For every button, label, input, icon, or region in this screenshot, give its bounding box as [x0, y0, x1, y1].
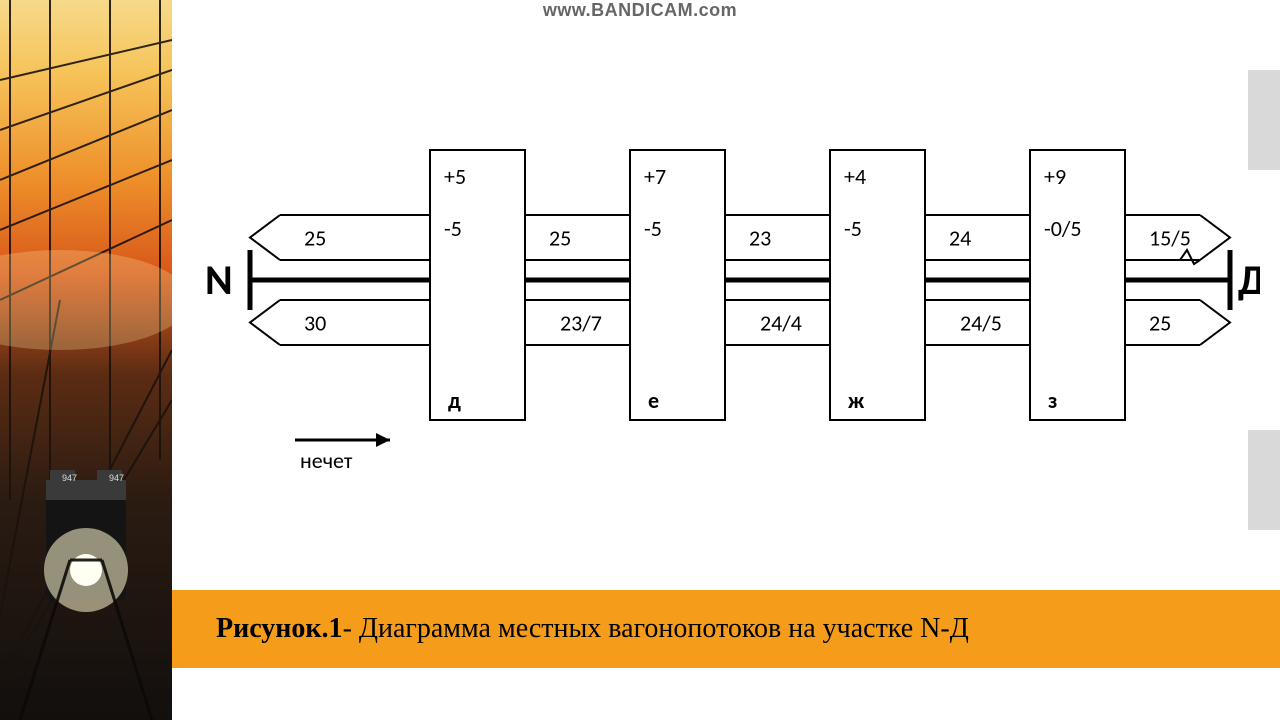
svg-text:24/4: 24/4 — [760, 310, 802, 337]
left-photo-panel: 947 947 — [0, 0, 172, 720]
svg-text:-5: -5 — [844, 215, 862, 242]
caption-text: - Диаграмма местных вагонопотоков на уча… — [343, 613, 969, 645]
svg-text:947: 947 — [109, 473, 124, 483]
svg-text:24/5: 24/5 — [960, 310, 1002, 337]
svg-text:30: 30 — [304, 310, 326, 337]
wagon-flow-diagram: +5 -5 д +7 -5 е +4 -5 ж +9 -0/5 з 25 25 23 24 15/5 30 23/7… — [200, 110, 1260, 530]
caption-figure-number: Рисунок.1 — [216, 613, 343, 645]
svg-text:-0/5: -0/5 — [1044, 215, 1082, 242]
svg-text:25: 25 — [549, 225, 571, 252]
caption-bar: Рисунок.1 - Диаграмма местных вагонопото… — [172, 590, 1280, 668]
svg-text:Д: Д — [1238, 255, 1260, 306]
svg-text:нечет: нечет — [300, 447, 353, 474]
svg-text:+5: +5 — [444, 163, 466, 190]
svg-text:947: 947 — [62, 473, 77, 483]
svg-text:+9: +9 — [1044, 163, 1066, 190]
svg-text:ж: ж — [848, 387, 865, 414]
svg-text:д: д — [448, 387, 461, 414]
svg-text:е: е — [648, 387, 659, 414]
svg-text:+7: +7 — [644, 163, 666, 190]
watermark: www.BANDICAM.com — [543, 0, 737, 21]
svg-text:25: 25 — [1149, 310, 1171, 337]
svg-text:-5: -5 — [644, 215, 662, 242]
svg-text:+4: +4 — [844, 163, 866, 190]
svg-text:25: 25 — [304, 225, 326, 252]
svg-text:23: 23 — [749, 225, 771, 252]
svg-text:N: N — [205, 255, 233, 306]
svg-text:15/5: 15/5 — [1149, 225, 1191, 252]
svg-text:24: 24 — [949, 225, 971, 252]
svg-text:-5: -5 — [444, 215, 462, 242]
svg-text:23/7: 23/7 — [560, 310, 602, 337]
svg-text:з: з — [1048, 387, 1057, 414]
